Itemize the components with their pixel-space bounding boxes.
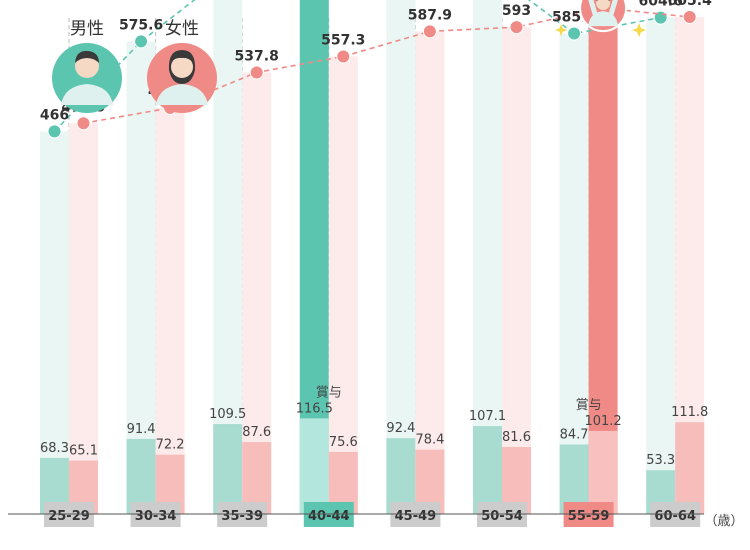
- age-label: 45-49: [395, 509, 437, 524]
- legend-male-label: 男性: [70, 19, 104, 39]
- age-unit-label: （歳）: [704, 514, 743, 529]
- legend-female-label: 女性: [165, 19, 199, 39]
- female-point: [682, 9, 697, 24]
- age-label: 35-39: [221, 509, 263, 524]
- female-total-bar: [588, 8, 618, 515]
- female-point: [336, 49, 351, 64]
- male-bonus-bar: [473, 426, 502, 514]
- female-total-bar: [242, 72, 272, 515]
- male-bonus-value: 68.3: [40, 441, 69, 456]
- peak-person-head: [596, 0, 611, 11]
- bars: [40, 0, 705, 515]
- age-label: 40-44: [308, 509, 350, 524]
- female-total-bar: [155, 107, 185, 514]
- male-bonus-value: 116.5: [296, 401, 333, 416]
- peak-person-arm: [588, 0, 598, 17]
- female-bonus-value: 101.2: [584, 414, 621, 429]
- male-total-bar: [386, 0, 416, 515]
- male-bonus-bar: [386, 438, 416, 514]
- female-total-bar: [502, 27, 531, 514]
- female-bonus-value: 75.6: [329, 435, 358, 450]
- female-total-value: 557.3: [321, 32, 365, 48]
- male-bonus-value: 84.7: [560, 427, 589, 442]
- female-point: [509, 20, 524, 35]
- female-point: [422, 24, 437, 39]
- male-total-bar: [559, 33, 589, 514]
- peak-callouts: ピーク724.8万円ピーク616.2万円: [555, 0, 647, 38]
- female-total-bar: [69, 123, 98, 514]
- male-bonus-value: 109.5: [209, 407, 246, 422]
- male-person-icon: [61, 50, 113, 105]
- female-total-value: 593: [502, 3, 531, 19]
- legend-female: 女性: [147, 19, 217, 113]
- male-total-bar: [646, 17, 676, 514]
- female-total-value: 605.4: [668, 0, 713, 9]
- female-total-value: 537.8: [235, 48, 279, 64]
- male-bonus-bar: [213, 424, 243, 514]
- female-bonus-value: 72.2: [156, 438, 185, 453]
- value-labels: 68.3 65.1 91.472.2 109.5 87.6 116.5 75.6 賞与 92.4…: [40, 0, 712, 468]
- male-point: [134, 34, 149, 49]
- female-total-value: 587.9: [408, 7, 452, 23]
- female-bonus-bar: [675, 422, 705, 514]
- male-point: [47, 124, 62, 139]
- female-total-bar: [328, 56, 358, 515]
- age-label: 60-64: [654, 509, 696, 524]
- male-bonus-value: 53.3: [646, 453, 675, 468]
- female-bonus-value: 81.6: [502, 430, 531, 445]
- male-total-bar: [40, 131, 69, 514]
- male-total-value: 575.6: [119, 17, 163, 33]
- female-bonus-value: 111.8: [671, 405, 708, 420]
- female-bonus-value: 87.6: [242, 425, 271, 440]
- sparkle-icon: [555, 24, 568, 37]
- peak-person-hair: [596, 0, 611, 2]
- male-total-value: 604.6: [639, 0, 683, 10]
- male-bonus-value: 92.4: [386, 421, 415, 436]
- peak-person-arm: [608, 0, 618, 17]
- bonus-label: 賞与: [316, 385, 342, 400]
- female-point: [76, 116, 91, 131]
- female-point: [249, 65, 264, 80]
- female-bonus-value: 65.1: [69, 444, 98, 459]
- peak-callout: ピーク616.2万円: [555, 0, 647, 38]
- bonus-label: 賞与: [576, 398, 602, 413]
- male-point: [567, 26, 582, 41]
- female-bonus-value: 78.4: [415, 433, 444, 448]
- age-label: 25-29: [48, 509, 90, 524]
- male-bonus-value: 91.4: [127, 422, 156, 437]
- female-bonus-bar: [588, 430, 618, 514]
- male-bonus-bar: [126, 438, 156, 514]
- age-label: 55-59: [568, 509, 610, 524]
- sparkle-icon: [632, 23, 647, 38]
- female-person-icon: [156, 50, 208, 105]
- male-bonus-value: 107.1: [469, 409, 506, 424]
- female-total-bar: [415, 31, 445, 514]
- male-total-value: 466: [40, 107, 69, 123]
- age-label: 50-54: [481, 509, 523, 524]
- legend-male: 男性: [52, 19, 122, 113]
- male-bonus-bar: [299, 418, 329, 514]
- age-label: 30-34: [135, 509, 177, 524]
- male-total-bar: [126, 41, 156, 514]
